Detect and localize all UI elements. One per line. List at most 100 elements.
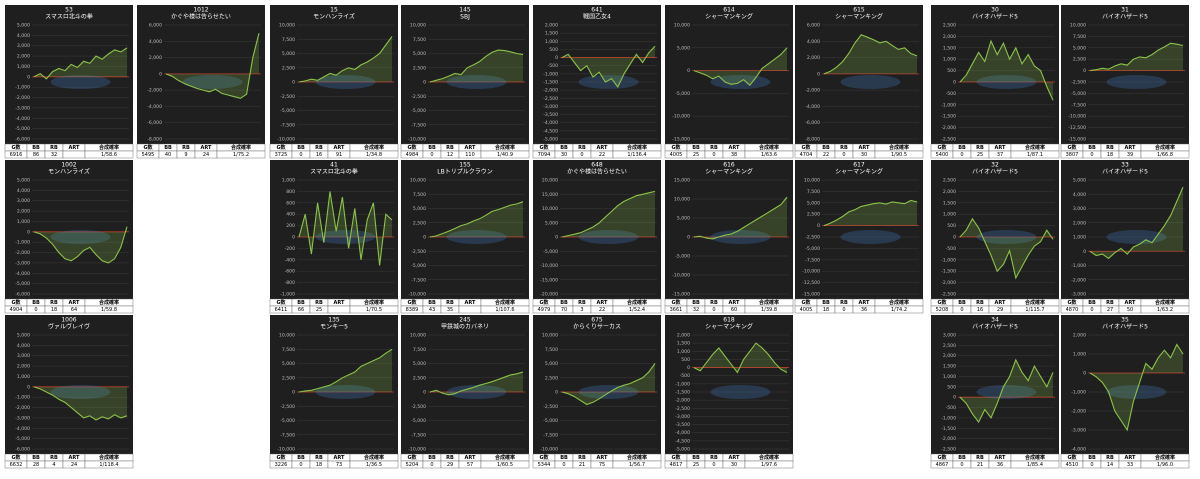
table-value: 91: [336, 152, 342, 158]
y-tick-label: -2,000: [1071, 277, 1086, 283]
y-tick-label: 0: [292, 80, 295, 86]
table-header: 合成確率: [1024, 299, 1045, 306]
table-header: G数: [276, 144, 286, 151]
table-cell: [1140, 150, 1190, 159]
line: [959, 358, 1054, 424]
table-header: RB: [50, 145, 58, 151]
table-value: 32: [693, 307, 699, 313]
watermark: [315, 385, 376, 399]
y-tick-label: -6,000: [15, 137, 30, 143]
y-tick-label: 1,500: [677, 341, 690, 347]
y-tick-label: 10,000: [410, 333, 426, 339]
table-value: 5344: [538, 462, 551, 468]
table-value: 21: [977, 462, 983, 468]
table-header: ART: [69, 145, 80, 151]
table-header: 合成確率: [1024, 454, 1045, 461]
table-value: 37: [997, 152, 1003, 158]
watermark: [976, 230, 1037, 244]
table-value: 0: [430, 152, 433, 158]
chart-title: 31: [1121, 7, 1129, 14]
table-header: 合成確率: [626, 454, 647, 461]
y-tick-label: -1,000: [15, 85, 30, 91]
y-tick-label: 800: [286, 189, 295, 195]
table-value: 1/52.4: [629, 307, 645, 313]
area: [562, 363, 655, 405]
y-tick-label: 3,000: [17, 353, 30, 359]
chart-title: 41: [330, 162, 338, 169]
table-value: 32: [51, 152, 57, 158]
y-tick-label: 7,500: [282, 347, 295, 353]
chart-title: 15: [330, 7, 338, 14]
table-value: 25: [693, 152, 699, 158]
table-value: 22: [599, 307, 605, 313]
table-header: RB: [446, 455, 454, 461]
chart-title: 145: [459, 7, 471, 14]
panel-background: [665, 5, 793, 144]
table-value: 0: [842, 307, 845, 313]
y-tick-label: 2,000: [1073, 333, 1086, 339]
chart-title: 53: [65, 7, 73, 14]
table-header: 合成確率: [758, 454, 779, 461]
y-tick-label: 4,000: [1073, 192, 1086, 198]
table-value: 0: [299, 462, 302, 468]
table-value: 35: [447, 307, 453, 313]
table-header: 合成確率: [626, 299, 647, 306]
table-value: 3661: [670, 307, 683, 313]
table-cell: [874, 150, 924, 159]
chart-title: 641: [591, 7, 603, 14]
table-value: 0: [960, 462, 963, 468]
table-cell: [1010, 460, 1060, 469]
table-cell: [84, 460, 134, 469]
y-tick-label: -5,000: [15, 281, 30, 287]
table-header: G数: [937, 144, 947, 151]
table-value: 16: [316, 152, 322, 158]
y-tick-label: 0: [953, 235, 956, 241]
table-header: ART: [465, 300, 476, 306]
y-tick-label: 2,500: [943, 343, 956, 349]
y-tick-label: 5,000: [17, 178, 30, 184]
y-tick-label: 0: [1083, 68, 1086, 74]
y-tick-label: 7,500: [413, 192, 426, 198]
table-value: 1/60.5: [497, 462, 513, 468]
area: [430, 201, 523, 237]
area: [1090, 43, 1183, 71]
table-value: 22: [823, 152, 829, 158]
y-tick-label: -8,000: [805, 137, 820, 143]
y-tick-label: 3,000: [17, 43, 30, 49]
table-header: BB: [958, 455, 966, 461]
y-tick-label: -2,500: [805, 235, 820, 241]
table-header: G数: [407, 299, 417, 306]
y-tick-label: -4,000: [15, 116, 30, 122]
line: [429, 201, 524, 238]
line: [959, 217, 1054, 280]
y-tick-label: -4,000: [15, 426, 30, 432]
table-value: 16: [977, 307, 983, 313]
table-value: 4984: [406, 152, 419, 158]
panel-background: [1061, 315, 1189, 454]
y-tick-label: -4,000: [805, 104, 820, 110]
y-tick-label: -7,500: [543, 432, 558, 438]
y-tick-label: -10,000: [540, 447, 558, 453]
table-header: ART: [597, 300, 608, 306]
y-tick-label: -6,000: [147, 120, 162, 126]
line: [823, 34, 918, 75]
y-tick-label: 2,000: [1073, 220, 1086, 226]
table-value: 4817: [670, 462, 683, 468]
chart-subtitle: SBJ: [460, 14, 470, 21]
y-tick-label: 2,500: [545, 375, 558, 381]
y-tick-label: -7,500: [411, 432, 426, 438]
table-header: BB: [692, 300, 700, 306]
y-tick-label: 15,000: [542, 192, 558, 198]
table-header: BB: [1088, 455, 1096, 461]
line: [693, 196, 788, 240]
table-cell: [84, 305, 134, 314]
table-header: BB: [164, 145, 172, 151]
y-tick-label: -15,000: [672, 137, 690, 143]
table-value: 1/107.6: [495, 307, 514, 313]
y-tick-label: 200: [286, 223, 295, 229]
table-value: 3807: [1066, 152, 1079, 158]
table-value: 29: [997, 307, 1003, 313]
y-tick-label: -800: [285, 280, 296, 286]
